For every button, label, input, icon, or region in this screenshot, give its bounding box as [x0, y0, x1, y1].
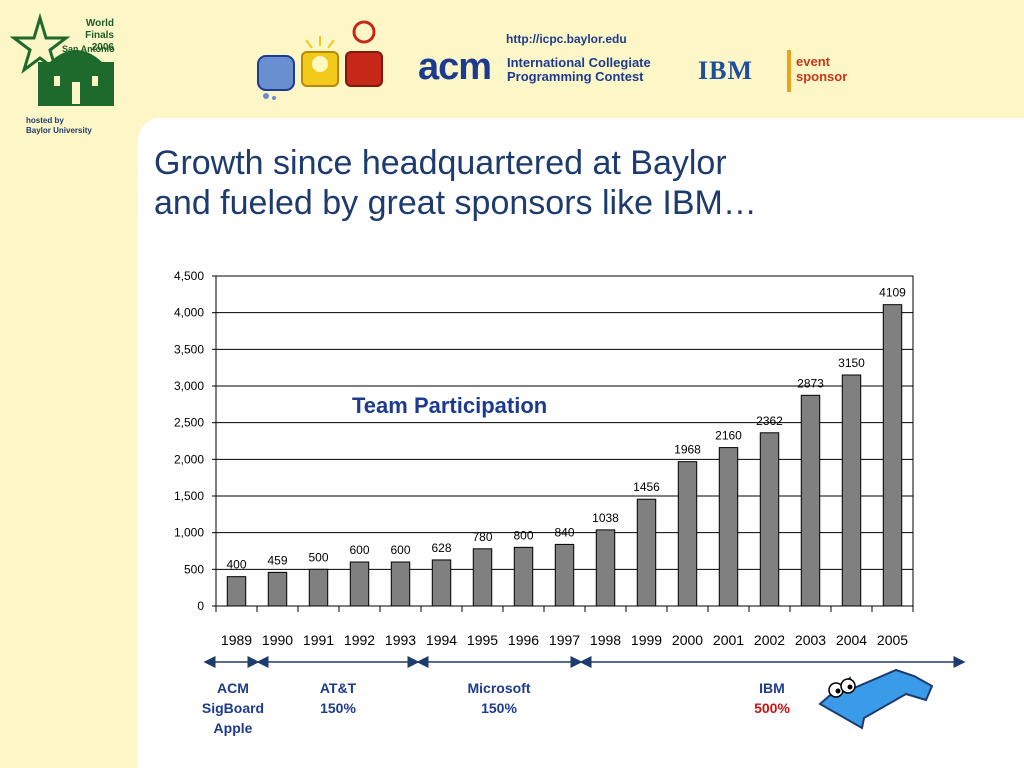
data-label-2005: 4109 — [879, 286, 906, 300]
contest-icons — [257, 20, 383, 100]
x-label-1994: 1994 — [425, 632, 458, 648]
x-label-1989: 1989 — [220, 632, 253, 648]
x-label-1998: 1998 — [589, 632, 622, 648]
sponsor-text: sponsor — [796, 69, 848, 84]
x-label-2003: 2003 — [794, 632, 827, 648]
y-tick-label: 4,500 — [174, 269, 204, 283]
event-text: event — [796, 54, 830, 69]
sponsor-att: AT&T 150% — [296, 678, 380, 718]
host-text: Baylor University — [26, 126, 92, 135]
sponsor-timeline — [203, 656, 966, 668]
hosted-by-text: hosted by — [26, 116, 64, 125]
data-label-2000: 1968 — [674, 443, 701, 457]
bar-2003 — [800, 394, 821, 607]
y-tick-label: 0 — [197, 599, 204, 613]
y-tick-label: 3,000 — [174, 379, 204, 393]
alamo-star-icon — [10, 12, 114, 106]
y-tick-label: 500 — [184, 562, 204, 576]
data-label-1997: 840 — [554, 525, 574, 539]
y-tick-label: 2,000 — [174, 452, 204, 466]
bar-2000 — [677, 461, 698, 607]
data-label-2004: 3150 — [838, 356, 865, 370]
bar-2005 — [882, 304, 903, 607]
bar-1999 — [636, 498, 657, 607]
x-label-1997: 1997 — [548, 632, 581, 648]
data-label-1999: 1456 — [633, 480, 660, 494]
title-line2: and fueled by great sponsors like IBM… — [154, 184, 757, 222]
sponsor-microsoft-line1: Microsoft — [467, 680, 531, 696]
acm-logo-text: acm — [418, 46, 492, 88]
year-text: 2006 — [91, 42, 114, 53]
sponsor-ibm-line1: IBM — [759, 680, 785, 696]
sponsor-ibm-line2: 500% — [754, 700, 790, 716]
data-label-2003: 2873 — [797, 376, 824, 390]
lightbulb-icon — [301, 36, 339, 87]
data-label-2002: 2362 — [756, 414, 783, 428]
bar-1996 — [513, 546, 534, 607]
data-label-1989: 400 — [226, 558, 246, 572]
y-tick-label: 2,500 — [174, 416, 204, 430]
bar-1990 — [267, 571, 288, 607]
bar-1989 — [226, 576, 247, 607]
ibm-logo-text: IBM — [698, 56, 753, 85]
x-label-2004: 2004 — [835, 632, 868, 648]
x-label-2005: 2005 — [876, 632, 909, 648]
data-label-1995: 780 — [472, 530, 492, 544]
sponsor-acm-line3: Apple — [213, 720, 253, 736]
sponsor-ibm: IBM 500% — [740, 678, 804, 718]
bar-2002 — [759, 432, 780, 607]
x-label-1990: 1990 — [261, 632, 294, 648]
data-label-1996: 800 — [513, 528, 533, 542]
x-label-2000: 2000 — [671, 632, 704, 648]
data-label-2001: 2160 — [715, 429, 742, 443]
x-label-1992: 1992 — [343, 632, 376, 648]
sponsor-att-line2: 150% — [320, 700, 356, 716]
y-tick-label: 1,500 — [174, 489, 204, 503]
sponsor-acm: ACM SigBoard Apple — [190, 678, 276, 738]
bar-2004 — [841, 374, 862, 607]
title-line1: Growth since headquartered at Baylor — [154, 144, 727, 182]
contest-name-line1: International Collegiate — [507, 55, 651, 70]
bar-1991 — [308, 568, 329, 607]
bar-1993 — [390, 561, 411, 607]
data-label-1994: 628 — [431, 541, 451, 555]
event-sponsor-divider — [787, 50, 791, 92]
bar-1998 — [595, 529, 616, 607]
bar-2001 — [718, 447, 739, 607]
slide-title: Growth since headquartered at Baylor and … — [154, 143, 757, 223]
y-tick-label: 3,500 — [174, 342, 204, 356]
bar-1992 — [349, 561, 370, 607]
data-label-1993: 600 — [390, 543, 410, 557]
x-label-1995: 1995 — [466, 632, 499, 648]
data-label-1990: 459 — [267, 553, 287, 567]
x-label-1991: 1991 — [302, 632, 335, 648]
x-label-1996: 1996 — [507, 632, 540, 648]
data-label-1998: 1038 — [592, 511, 619, 525]
sponsor-acm-line1: ACM — [217, 680, 249, 696]
sponsor-microsoft: Microsoft 150% — [448, 678, 550, 718]
bar-1995 — [472, 548, 493, 607]
pointing-arrow-icon — [818, 668, 934, 730]
sponsor-acm-line2: SigBoard — [201, 700, 265, 716]
bar-1997 — [554, 543, 575, 607]
chart-title: Team Participation — [352, 393, 548, 418]
contest-url[interactable]: http://icpc.baylor.edu — [506, 32, 627, 46]
data-label-1992: 600 — [349, 543, 369, 557]
sponsor-microsoft-line2: 150% — [481, 700, 517, 716]
bar-1994 — [431, 559, 452, 607]
sponsor-att-line1: AT&T — [319, 680, 357, 696]
x-label-1993: 1993 — [384, 632, 417, 648]
x-label-2001: 2001 — [712, 632, 745, 648]
y-tick-label: 1,000 — [174, 526, 204, 540]
cloud-icon — [257, 55, 295, 100]
city-text: San Antonio — [62, 44, 115, 54]
contest-name-line2: Programming Contest — [507, 69, 644, 84]
world-finals-text: World Finals — [85, 18, 114, 41]
balloon-icon — [345, 20, 383, 87]
x-label-1999: 1999 — [630, 632, 663, 648]
y-tick-label: 4,000 — [174, 306, 204, 320]
data-label-1991: 500 — [308, 550, 328, 564]
x-label-2002: 2002 — [753, 632, 786, 648]
